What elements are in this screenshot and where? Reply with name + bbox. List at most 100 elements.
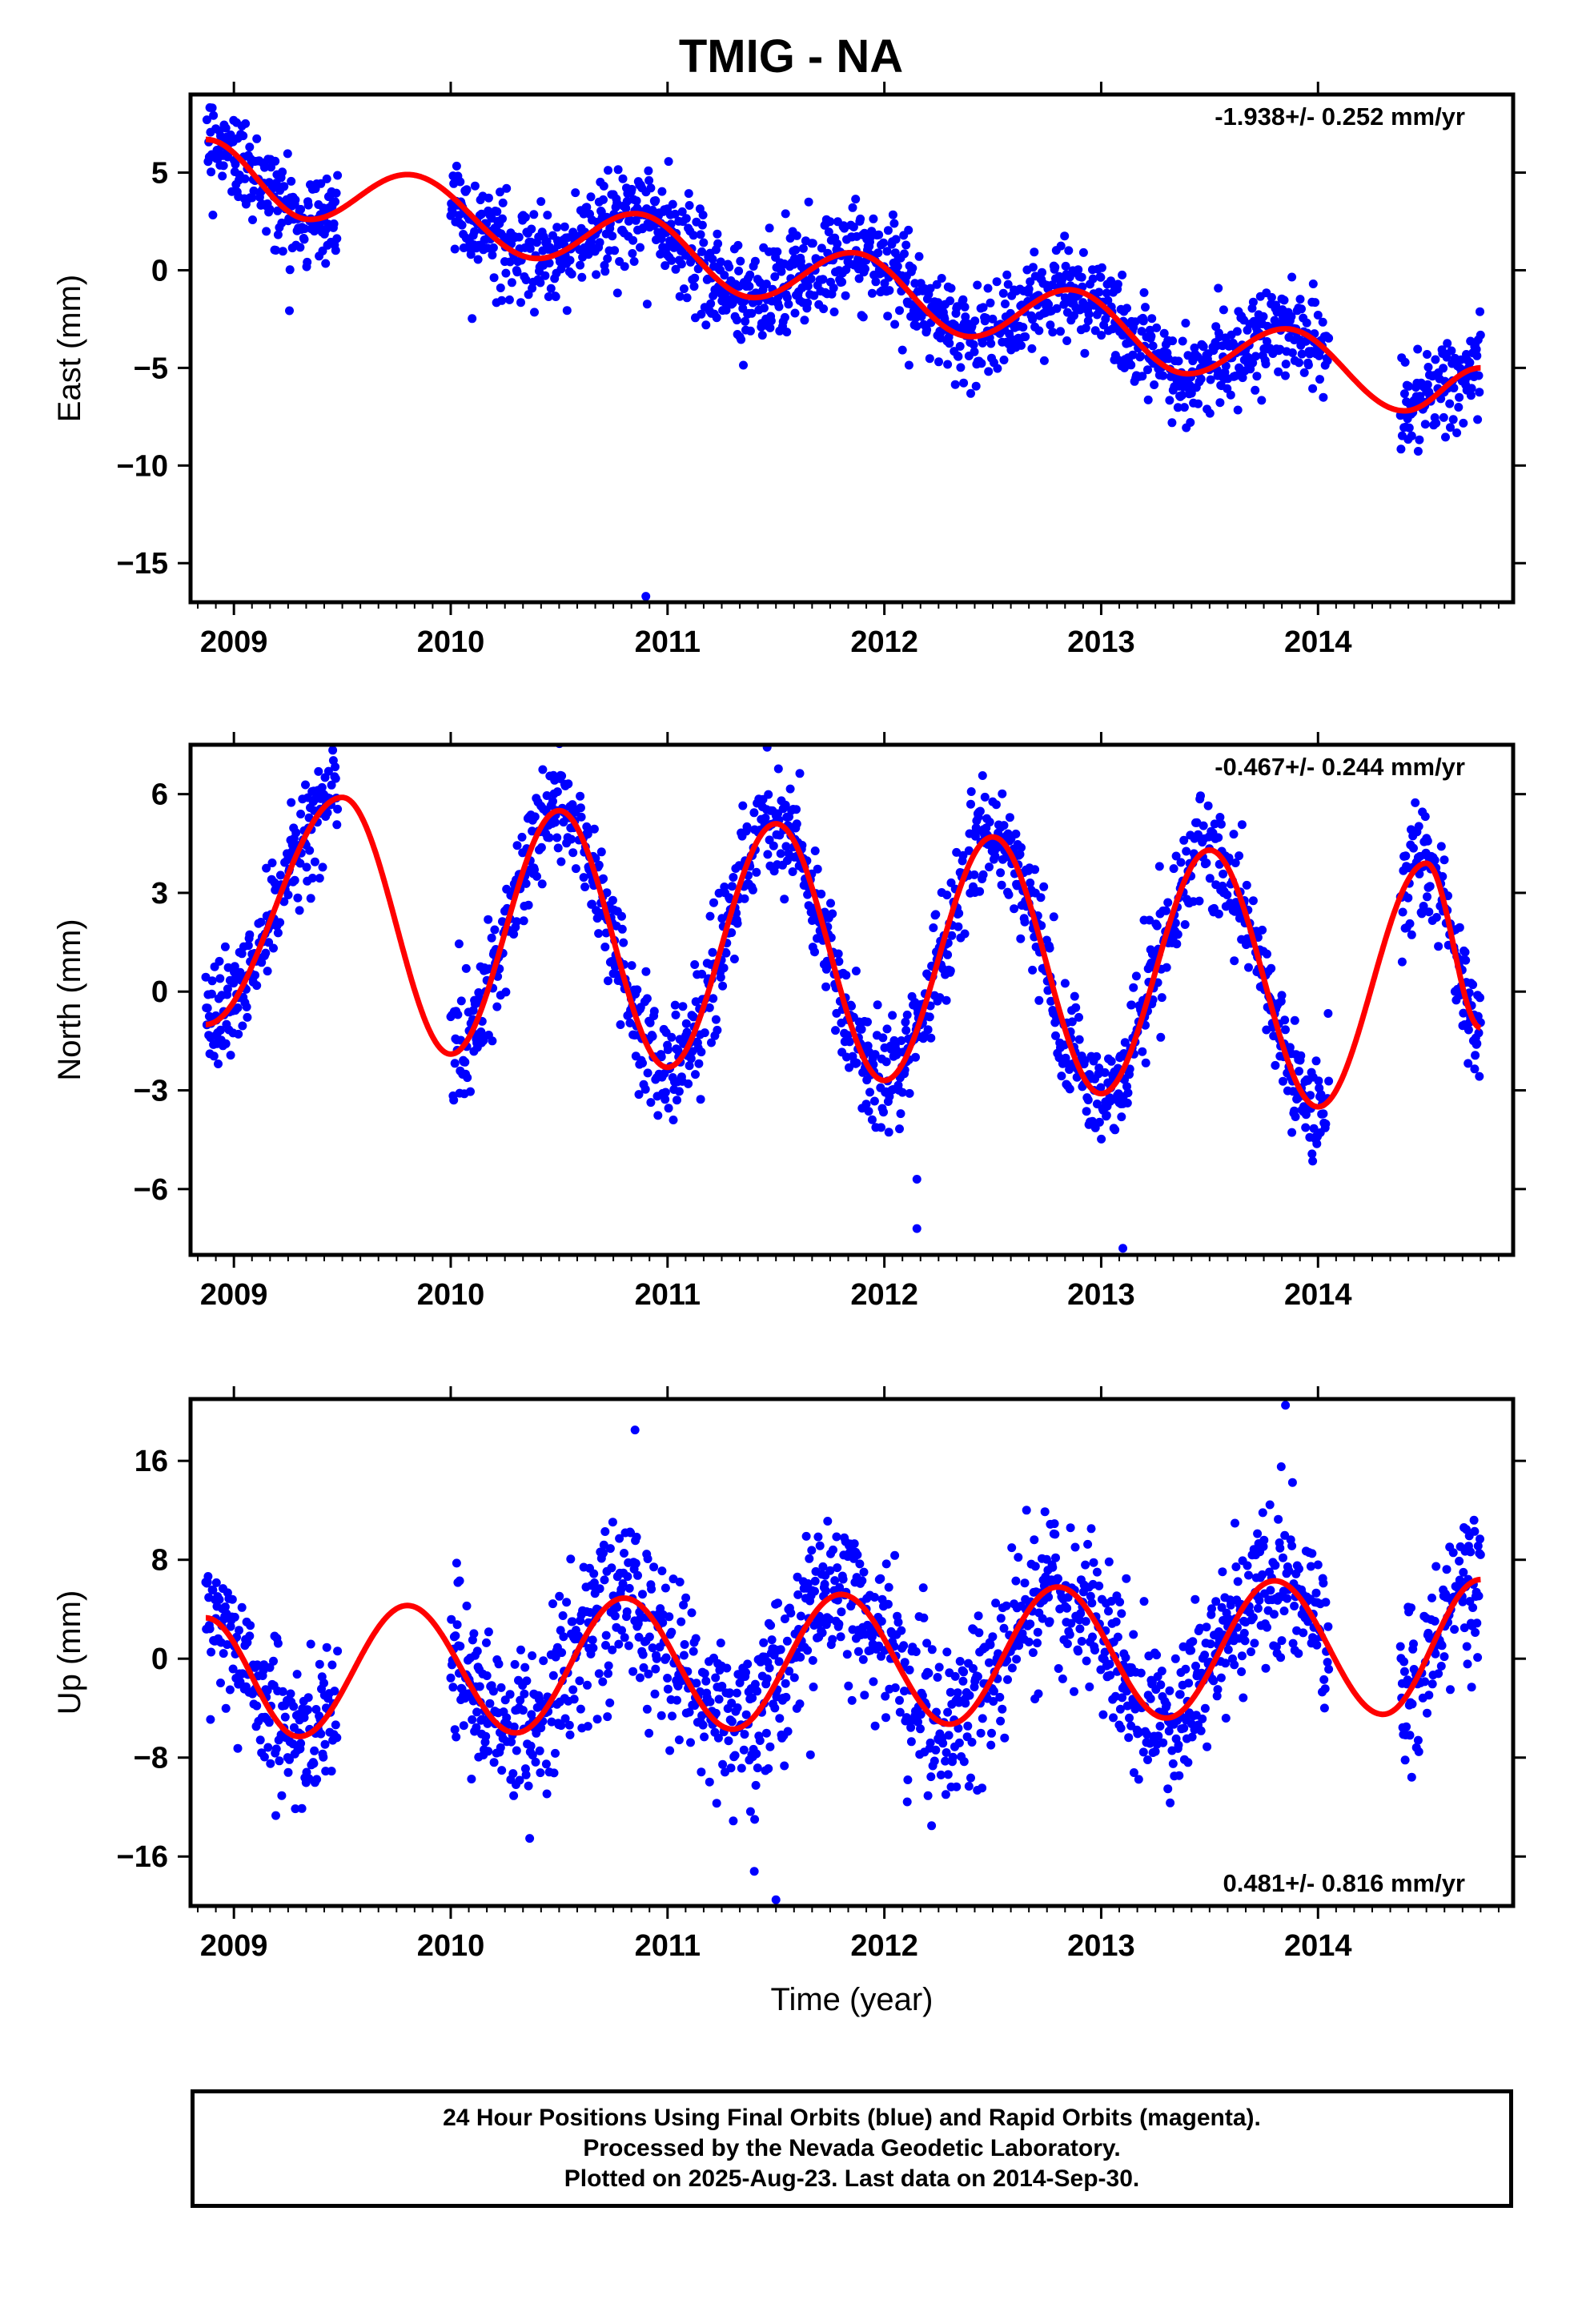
data-point [327,1767,336,1776]
data-point [1287,1541,1297,1550]
data-point [1014,1553,1023,1562]
data-point [540,271,550,280]
data-point [302,862,311,872]
outlier-point [912,1174,921,1184]
data-point [615,1534,624,1543]
data-point [1156,1032,1166,1042]
data-point [1226,390,1235,400]
data-point [1081,324,1090,333]
data-point [673,1096,681,1105]
data-point [1267,963,1276,973]
data-point [1141,303,1150,312]
data-point [689,231,698,240]
data-point [492,207,502,216]
data-point [1281,360,1291,369]
data-point [627,961,636,971]
data-point [1276,1462,1286,1471]
data-point [608,1645,617,1655]
data-point [643,1068,652,1078]
data-point [852,1058,861,1068]
data-point [770,1703,780,1713]
data-point [331,1720,340,1730]
data-point [220,942,230,951]
data-point [1159,328,1169,338]
data-point [923,1025,933,1035]
data-point [1057,1072,1066,1081]
data-point [697,309,706,319]
x-tick-label: 2014 [1284,1278,1352,1312]
data-point [303,1705,312,1715]
data-point [1175,1690,1185,1699]
data-point [732,1688,741,1698]
data-point [599,1540,608,1550]
data-point [509,1722,519,1731]
data-point [314,766,323,776]
data-point [1196,1726,1206,1735]
data-point [322,174,331,183]
data-point [201,972,211,982]
data-point [873,1000,882,1010]
data-point [323,808,332,818]
data-point [686,1054,696,1063]
data-point [808,1655,817,1665]
data-point [448,207,457,217]
data-point [1051,1553,1060,1562]
data-point [833,949,843,959]
data-point [931,910,941,919]
data-point [791,245,801,255]
y-tick-label: 6 [151,778,168,812]
data-point [1170,1654,1180,1663]
data-point [1400,357,1410,367]
data-point [586,192,596,202]
data-point [938,1739,948,1748]
data-point [551,1748,560,1758]
data-point [243,1012,252,1022]
data-point [736,256,745,266]
data-point [1323,1622,1333,1631]
data-point [1442,352,1452,362]
data-point [699,238,709,247]
data-point [449,1096,459,1105]
data-point [634,1632,644,1642]
data-point [259,1752,269,1762]
data-point [576,791,585,801]
data-point [1020,917,1030,927]
data-point [941,1790,950,1799]
data-point [1200,1703,1210,1713]
data-point [1269,1610,1279,1619]
data-point [1259,312,1268,321]
data-point [205,1624,215,1634]
data-point [905,1088,914,1098]
data-point [1283,1594,1292,1603]
data-point [1323,356,1332,365]
data-point [976,1728,986,1738]
data-point [1080,348,1090,358]
data-point [785,784,795,794]
data-point [1028,315,1038,324]
data-point [536,1768,545,1778]
data-point [1216,1673,1226,1683]
data-point [737,335,746,344]
data-point [271,1811,280,1820]
data-point [914,251,924,261]
data-point [512,267,522,277]
y-axis-title: East (mm) [52,275,87,422]
data-point [1028,263,1038,272]
data-point [332,820,342,830]
data-point [1136,1668,1146,1678]
data-point [223,1640,232,1650]
data-point [667,1032,677,1042]
data-point [792,231,801,240]
data-point [1048,1562,1058,1572]
data-point [1214,283,1223,293]
data-point [1094,1581,1104,1590]
data-point [1455,923,1464,932]
data-point [215,956,224,966]
data-point [1047,280,1057,290]
data-point [671,1010,681,1019]
data-point [1467,384,1476,393]
data-point [1237,820,1247,830]
data-point [853,1550,862,1559]
data-point [1277,1636,1287,1646]
data-point [847,1001,856,1011]
